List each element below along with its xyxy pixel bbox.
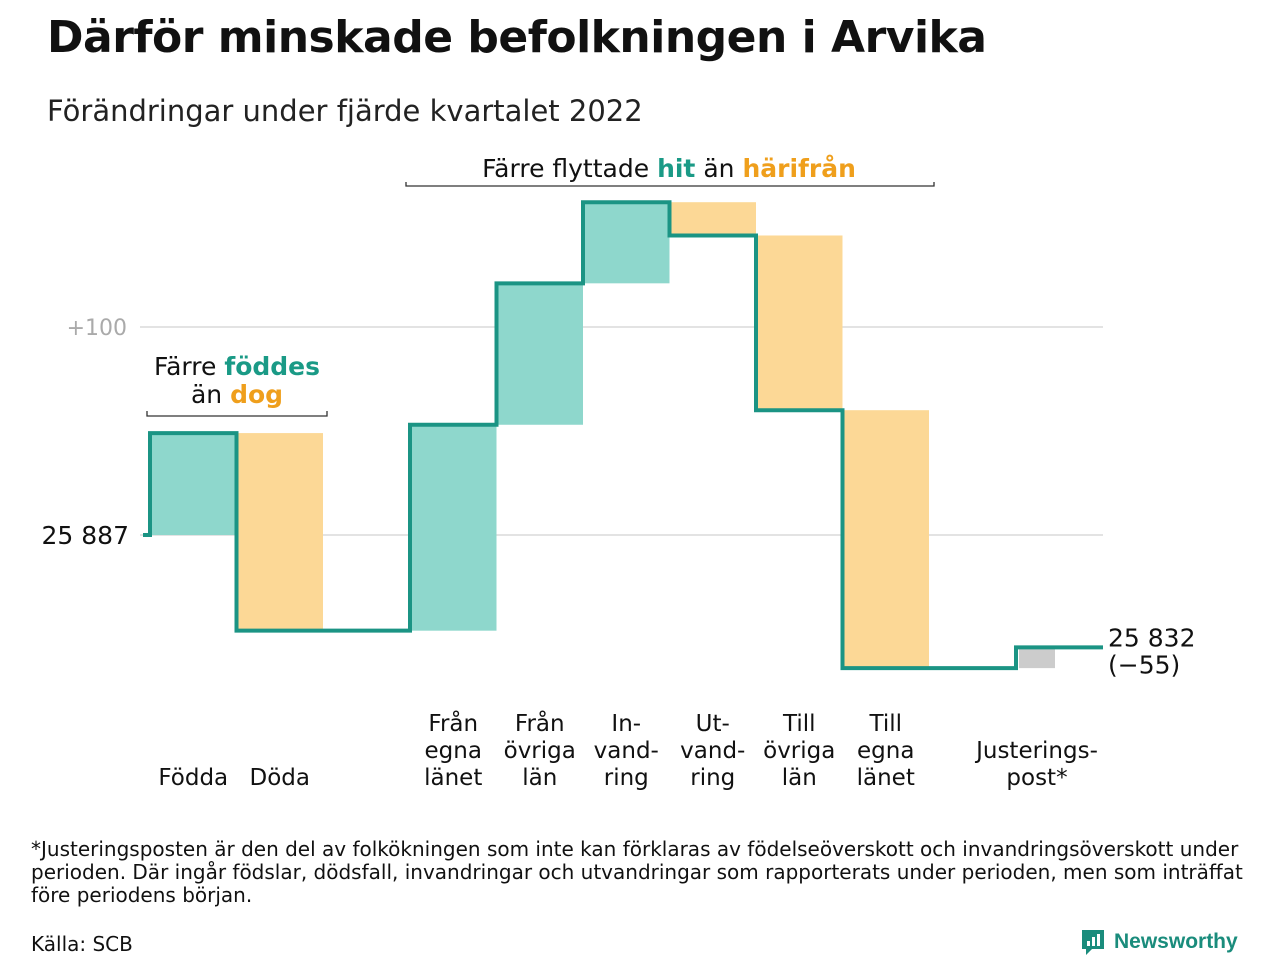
chart-subtitle: Förändringar under fjärde kvartalet 2022: [47, 94, 643, 128]
source-note: Källa: SCB: [31, 932, 133, 956]
footnote: *Justeringsposten är den del av folkökni…: [31, 837, 1243, 907]
category-label: Från: [515, 709, 565, 737]
bar-in: [410, 424, 497, 631]
category-label: ring: [690, 765, 735, 791]
category-label: län: [522, 765, 557, 791]
category-label: övriga: [504, 738, 576, 764]
chart-title: Därför minskade befolkningen i Arvika: [47, 12, 987, 63]
bar-out: [756, 235, 843, 411]
bar-in: [150, 433, 237, 535]
brand: Newsworthy: [1080, 928, 1238, 956]
brand-name: Newsworthy: [1114, 930, 1238, 953]
category-label: Från: [428, 709, 478, 737]
end-change-label: (−55): [1108, 650, 1180, 679]
category-label: Justerings-: [974, 738, 1098, 764]
annotation-births-line2: än dog: [191, 380, 283, 409]
end-value-label: 25 832: [1108, 623, 1195, 652]
newsworthy-logo-icon: [1082, 930, 1104, 955]
category-label: egna: [857, 738, 914, 764]
category-label: övriga: [763, 738, 835, 764]
category-label: vand-: [594, 738, 659, 764]
category-label: egna: [425, 738, 482, 764]
start-value-label: 25 887: [42, 521, 129, 550]
bar-out: [236, 433, 323, 631]
annotation-births-line1: Färre föddes: [154, 352, 320, 381]
category-label: län: [782, 765, 817, 791]
category-label: vand-: [680, 738, 745, 764]
running-total-path: [143, 200, 1103, 671]
category-label: In-: [611, 711, 641, 737]
category-label: länet: [857, 765, 915, 791]
bar-out: [669, 202, 756, 236]
category-label: ring: [604, 765, 649, 791]
running-total-line: [143, 200, 1103, 671]
category-label: Till: [782, 711, 816, 737]
bar-adjust: [1019, 647, 1055, 669]
bar-in: [583, 202, 670, 284]
y-tick-label: +100: [67, 316, 127, 341]
bracket-migration: [405, 182, 935, 187]
bar-in: [496, 283, 583, 425]
category-label: post*: [1006, 765, 1067, 791]
category-label: länet: [424, 765, 482, 791]
annotation-migration: Färre flyttade hit än härifrån: [482, 154, 856, 183]
category-label: Till: [868, 711, 902, 737]
bar-out: [842, 410, 929, 669]
bracket-births: [146, 411, 328, 417]
category-label: Ut-: [696, 711, 730, 737]
bars: [150, 202, 1055, 669]
category-label: Döda: [250, 765, 310, 791]
category-label: Födda: [158, 765, 228, 791]
